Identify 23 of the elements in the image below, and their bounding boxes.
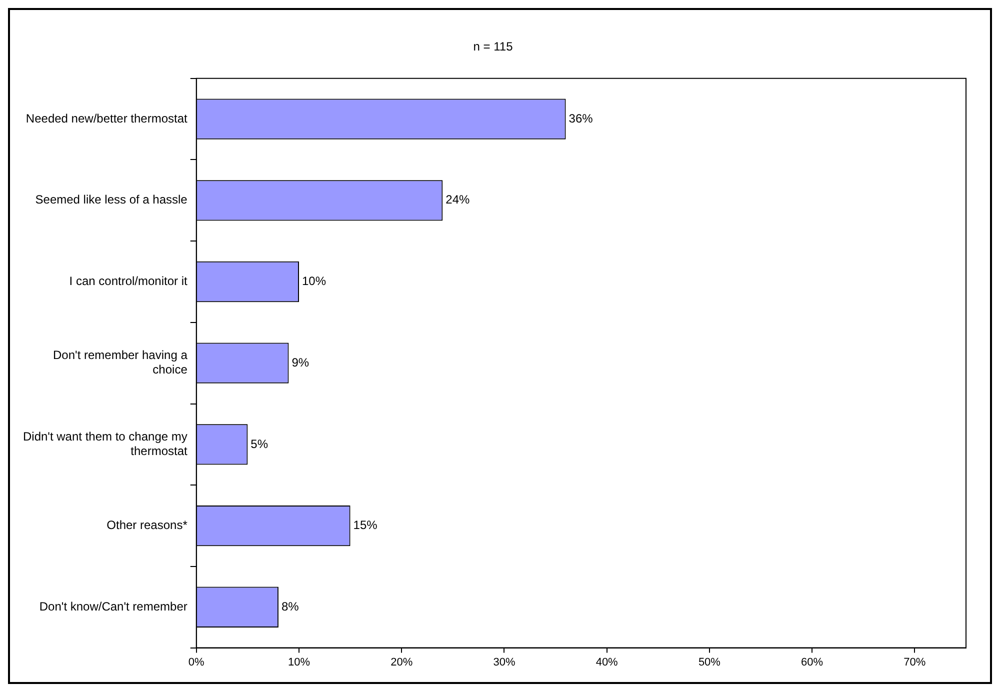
- data-label: 5%: [250, 436, 268, 451]
- x-tick-label: 60%: [801, 656, 824, 668]
- chart-title: n = 115: [473, 40, 514, 54]
- data-label: 24%: [446, 192, 470, 207]
- x-tick-label: 40%: [596, 656, 618, 668]
- y-tick-label: Seemed like less of a hassle: [35, 192, 188, 207]
- data-label: 36%: [568, 111, 594, 126]
- y-tick-label: Needed new/better thermostat: [26, 111, 188, 126]
- y-tick-label: Other reasons*: [106, 518, 188, 532]
- data-label: 15%: [353, 518, 378, 532]
- x-tick-label: 10%: [288, 656, 310, 668]
- y-tick-label: Don't know/Can't remember: [39, 599, 188, 614]
- data-label: 8%: [281, 599, 300, 614]
- x-tick-label: 50%: [698, 656, 721, 668]
- x-tick-label: 20%: [390, 656, 413, 668]
- x-tick-label: 30%: [493, 656, 516, 668]
- data-label: 10%: [302, 274, 326, 288]
- data-label: 9%: [292, 355, 310, 370]
- x-tick-label: 0%: [188, 656, 205, 668]
- y-tick-label: Don't remember having a choice: [53, 348, 188, 377]
- y-tick-label: I can control/monitor it: [69, 274, 188, 288]
- x-tick-label: 70%: [904, 656, 926, 668]
- y-tick-label: Didn't want them to change my thermostat: [23, 430, 188, 458]
